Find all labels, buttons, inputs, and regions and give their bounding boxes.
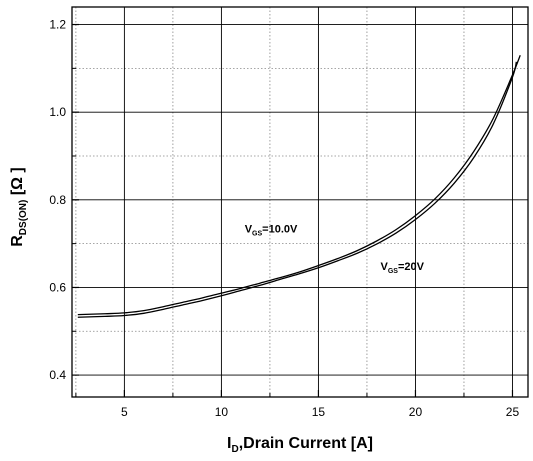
x-axis-title: ID,Drain Current [A] [227, 435, 373, 455]
plot-frame [71, 6, 529, 398]
x-tick-label: 15 [312, 405, 326, 419]
y-tick-label: 0.8 [49, 193, 66, 207]
y-tick-label: 0.4 [49, 368, 66, 382]
y-axis-title: RDS(ON) [Ω ] [9, 167, 29, 247]
tick-labels: 5 10 15 20 25 0.4 0.6 0.8 1.0 1.2 [49, 18, 519, 419]
x-tick-label: 20 [409, 405, 423, 419]
x-tick-label: 25 [506, 405, 520, 419]
x-tick-label: 10 [215, 405, 229, 419]
series-annotation: VGS=20V [381, 261, 425, 275]
x-tick-label: 5 [121, 405, 128, 419]
y-tick-label: 1.2 [49, 18, 66, 32]
series-annotation: VGS=10.0V [245, 224, 298, 238]
series-line [77, 61, 517, 318]
series-layer [77, 54, 521, 318]
minor-gridlines [72, 7, 528, 397]
y-tick-label: 0.6 [49, 280, 66, 294]
y-tick-label: 1.0 [49, 105, 66, 119]
series-line [77, 54, 521, 316]
axis-ticks [72, 23, 514, 397]
annotations: VGS=10.0V VGS=20V [245, 224, 425, 275]
major-gridlines [72, 7, 528, 397]
